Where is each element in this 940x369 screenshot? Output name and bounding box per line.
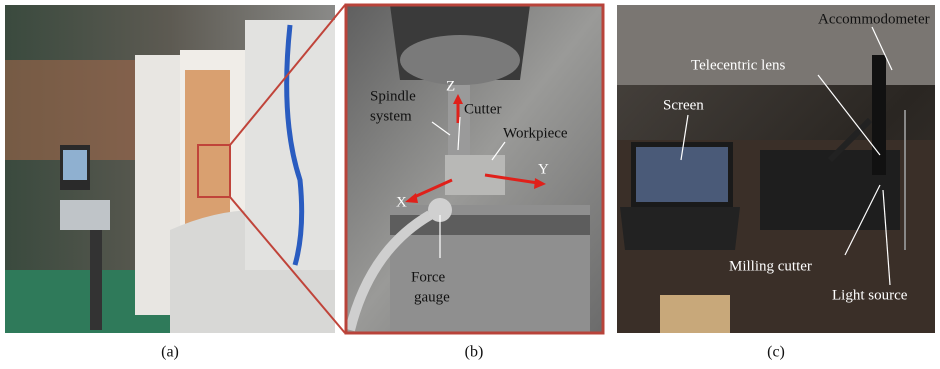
caption: (a) xyxy=(161,344,179,361)
label: Telecentric lens xyxy=(691,57,785,73)
photo-a xyxy=(5,5,345,333)
label: Cutter xyxy=(464,101,502,117)
axis-label: X xyxy=(396,194,407,210)
caption: (c) xyxy=(767,344,785,361)
label: Screen xyxy=(663,97,704,113)
label: Spindle xyxy=(370,88,416,104)
caption: (b) xyxy=(465,344,484,361)
label: Milling cutter xyxy=(729,258,812,274)
label: Workpiece xyxy=(503,125,568,141)
axis-label: Y xyxy=(538,161,549,177)
photo-b xyxy=(346,5,603,333)
label: Light source xyxy=(832,287,908,303)
axis-label: Z xyxy=(446,78,455,94)
figure: Spindle system Z Cutter Workpiece Y X Fo… xyxy=(0,0,940,369)
label: Accommodometer xyxy=(818,11,930,27)
label: system xyxy=(370,108,412,124)
label: gauge xyxy=(414,289,450,305)
photo-c xyxy=(617,5,935,333)
label: Force xyxy=(411,269,445,285)
